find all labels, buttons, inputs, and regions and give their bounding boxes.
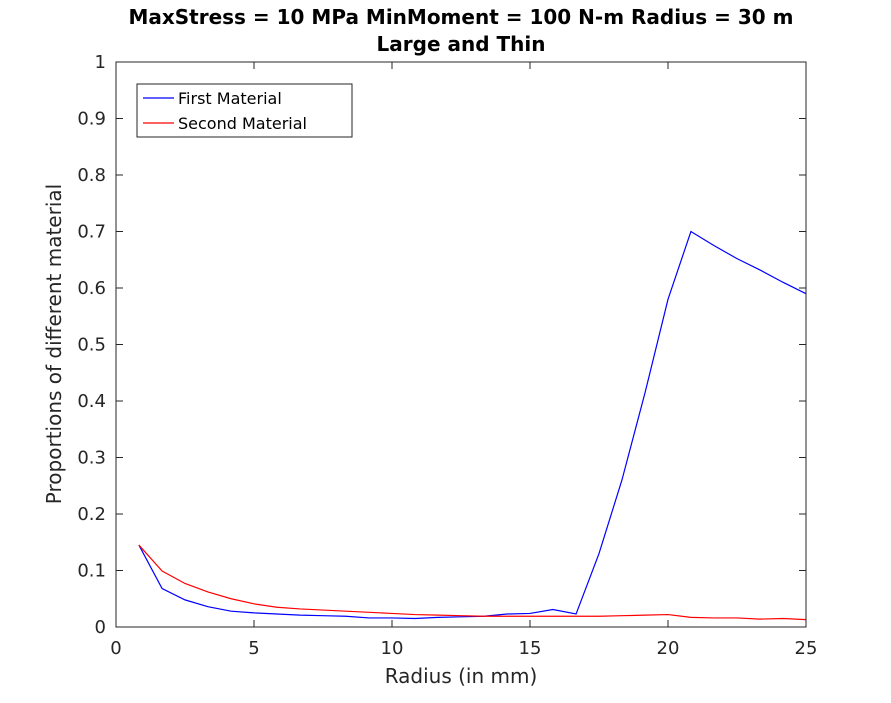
- legend-box: [136, 83, 353, 138]
- x-tick-label: 5: [248, 638, 259, 659]
- y-tick-label: 0.5: [77, 335, 106, 356]
- y-tick-label: 0.1: [77, 561, 106, 582]
- y-tick-label: 0.9: [77, 109, 106, 130]
- y-axis-label: Proportions of different material: [42, 184, 66, 504]
- x-axis-label: Radius (in mm): [385, 664, 538, 688]
- y-tick-label: 1: [95, 52, 106, 73]
- x-tick-label: 15: [519, 638, 542, 659]
- series-layer: [138, 230, 807, 621]
- y-tick-label: 0.4: [77, 391, 106, 412]
- legend-label-2: Second Material: [178, 114, 307, 133]
- y-tick-label: 0.6: [77, 278, 106, 299]
- ticks-layer: 0 5 10 15 20 25 0 0.1 0.2 0.3 0.4 0.5 0.6 0.7 0.8 0.9 1: [77, 52, 817, 659]
- x-tick-label: 20: [657, 638, 680, 659]
- plot-area: [116, 62, 806, 627]
- y-tick-label: 0.8: [77, 165, 106, 186]
- y-tick-label: 0: [95, 617, 106, 638]
- y-tick-label: 0.7: [77, 222, 106, 243]
- x-tick-label: 10: [381, 638, 404, 659]
- x-tick-label: 0: [110, 638, 121, 659]
- y-tick-label: 0.3: [77, 448, 106, 469]
- chart-subtitle: Large and Thin: [377, 32, 546, 56]
- x-tick-label: 25: [795, 638, 818, 659]
- y-tick-label: 0.2: [77, 504, 106, 525]
- legend: First Material Second Material: [136, 83, 353, 138]
- series-line-2: [138, 544, 807, 621]
- chart-title: MaxStress = 10 MPa MinMoment = 100 N-m R…: [128, 5, 793, 29]
- legend-label-1: First Material: [178, 89, 282, 108]
